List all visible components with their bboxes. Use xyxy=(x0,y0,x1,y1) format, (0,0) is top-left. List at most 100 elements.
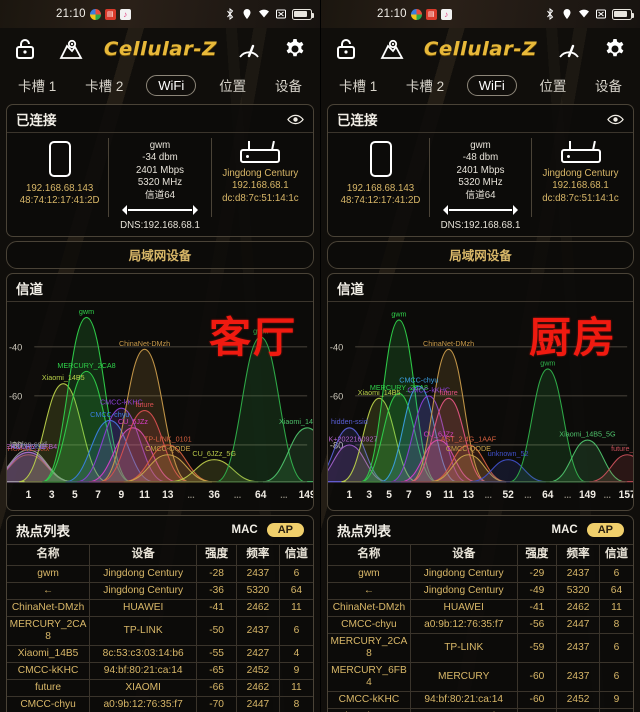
svg-text:Xiaomi_14B5_5G: Xiaomi_14B5_5G xyxy=(279,417,313,426)
dns-row: DNS:192.168.68.1 xyxy=(440,220,521,231)
ap-table: 名称 设备 强度 频率 信道 gwm Jingdong Century -28 2437 6 ← J… xyxy=(7,545,313,712)
table-row[interactable]: CMCC-chyu a0:9b:12:76:35:f7 -56 2447 8 xyxy=(328,615,633,634)
phone-icon xyxy=(48,141,71,177)
table-row[interactable]: MERCURY_6FB4 MERCURY -60 2437 6 xyxy=(328,661,633,692)
table-cell: 2437 xyxy=(556,632,600,663)
panel-living-room: 21:10 ▤ ♪ xyxy=(0,0,320,712)
map-pin-icon[interactable] xyxy=(380,37,404,61)
table-cell: -49 xyxy=(516,581,558,600)
table-cell: -28 xyxy=(196,564,237,583)
lan-devices-button[interactable]: 局域网设备 xyxy=(6,241,314,269)
tab-slot2[interactable]: 卡槽 2 xyxy=(85,79,124,94)
table-row[interactable]: MERCURY_2CA8 TP-LINK -50 2437 6 xyxy=(7,615,313,646)
link-info-column: gwm -34 dbm 2401 Mbps 5320 MHz 信道64 xyxy=(108,138,212,217)
table-row[interactable]: ← Jingdong Century -36 5320 64 xyxy=(7,581,313,600)
table-cell: Jingdong Century xyxy=(89,564,198,583)
bluetooth-icon xyxy=(224,7,236,21)
eye-icon[interactable] xyxy=(287,114,304,125)
device-ip: 192.168.68.143 xyxy=(25,183,94,194)
svg-text:TP-LINK_0101: TP-LINK_0101 xyxy=(144,434,192,443)
svg-text:9: 9 xyxy=(426,490,432,501)
table-cell: 8 xyxy=(598,615,633,634)
table-row[interactable]: MERCURY_2CA8 TP-LINK -59 2437 6 xyxy=(328,632,633,663)
table-cell: ← xyxy=(7,581,91,600)
link-info-column: gwm -48 dbm 2401 Mbps 5320 MHz 信道64 xyxy=(429,138,532,217)
gear-icon[interactable] xyxy=(603,37,627,61)
tab-device[interactable]: 设备 xyxy=(594,79,622,94)
table-cell: 94:bf:80:21:ca:14 xyxy=(89,661,198,680)
svg-text:...: ... xyxy=(187,490,194,500)
table-row[interactable]: CMCC-kKHC 94:bf:80:21:ca:14 -65 2452 9 xyxy=(7,661,313,680)
channel-chart[interactable]: -40-60-80HIK+2022160927hidden-ssidXiaomi… xyxy=(328,302,633,510)
svg-text:...: ... xyxy=(485,490,492,500)
table-cell: 5320 xyxy=(556,581,600,600)
unlock-icon[interactable] xyxy=(13,37,37,61)
lan-devices-button[interactable]: 局域网设备 xyxy=(327,241,634,269)
status-bar-left: 21:10 ▤ ♪ xyxy=(56,8,131,20)
tab-slot2[interactable]: 卡槽 2 xyxy=(405,79,445,94)
ap-table-header-row: 名称 设备 强度 频率 信道 xyxy=(328,545,633,566)
table-cell: 8 xyxy=(278,695,313,712)
svg-text:unknown_52: unknown_52 xyxy=(488,449,529,458)
mac-toggle[interactable]: MAC xyxy=(231,524,258,536)
svg-text:11: 11 xyxy=(443,490,454,501)
svg-text:1: 1 xyxy=(347,490,353,501)
speedometer-icon[interactable] xyxy=(557,37,581,61)
channel-title: 信道 xyxy=(16,282,43,297)
phone-icon xyxy=(369,141,392,177)
router-column: Jingdong Century 192.168.68.1 dc:d8:7c:5… xyxy=(212,138,309,217)
tab-device[interactable]: 设备 xyxy=(274,79,302,94)
connected-card: 已连接 192.168.68.143 48:74:12:17:41:2D gwm… xyxy=(6,104,314,237)
channel-chart-svg: -40-60-80HIK+2022160927hidden-ssidXiaomi… xyxy=(328,309,633,501)
table-cell: Xiaomi_14B5 xyxy=(328,707,411,712)
ap-toggle[interactable]: AP xyxy=(266,523,304,537)
channel-card: 信道 -40-60-80HIK+2022160927hidden-ssidXia… xyxy=(327,273,634,511)
mac-toggle[interactable]: MAC xyxy=(551,524,578,536)
tab-location[interactable]: 位置 xyxy=(539,79,567,94)
tab-wifi[interactable]: WiFi xyxy=(466,74,517,96)
status-time: 21:10 xyxy=(377,8,407,20)
ap-toggle[interactable]: AP xyxy=(586,523,624,537)
svg-text:64: 64 xyxy=(255,490,267,501)
link-arrow-icon xyxy=(122,205,198,216)
link-arrow-icon xyxy=(442,205,519,216)
table-cell: -41 xyxy=(196,598,237,617)
connected-ssid: gwm xyxy=(149,140,171,151)
channel-chart[interactable]: -40-60-80HUAWEI-xxxANTHONEMERCURY_6FB4hi… xyxy=(7,302,313,510)
connected-card-header: 已连接 xyxy=(7,105,313,133)
svg-text:-40: -40 xyxy=(9,341,22,352)
table-row[interactable]: ← Jingdong Century -49 5320 64 xyxy=(328,581,633,600)
table-cell: Jingdong Century xyxy=(409,564,518,583)
tab-slot1[interactable]: 卡槽 1 xyxy=(18,79,57,94)
table-row[interactable]: CMCC-kKHC 94:bf:80:21:ca:14 -60 2452 9 xyxy=(328,690,633,709)
table-cell: future xyxy=(7,678,91,697)
table-cell: Xiaomi_14B5 xyxy=(7,644,91,663)
svg-text:...: ... xyxy=(604,490,611,500)
table-cell: 4 xyxy=(278,644,313,663)
tab-wifi[interactable]: WiFi xyxy=(146,74,197,96)
tab-slot1[interactable]: 卡槽 1 xyxy=(339,79,378,94)
map-pin-icon[interactable] xyxy=(59,37,83,61)
connected-ssid: gwm xyxy=(470,140,491,151)
speedometer-icon[interactable] xyxy=(237,37,261,61)
gear-icon[interactable] xyxy=(283,37,307,61)
svg-text:gwm: gwm xyxy=(253,326,268,335)
table-row[interactable]: CMCC-chyu a0:9b:12:76:35:f7 -70 2447 8 xyxy=(7,695,313,712)
table-row[interactable]: ChinaNet-DMzh HUAWEI -41 2462 11 xyxy=(328,598,633,617)
ap-table-col-header: 强度 xyxy=(516,545,558,566)
router-mac: dc:d8:7c:51:14:1c xyxy=(222,192,299,204)
table-row[interactable]: Xiaomi_14B5 8c:53:c3:03:14:b6 -55 2427 4 xyxy=(7,644,313,663)
ap-table-col-header: 频率 xyxy=(235,545,280,566)
eye-icon[interactable] xyxy=(607,114,624,125)
table-row[interactable]: future XIAOMI -66 2462 11 xyxy=(7,678,313,697)
table-row[interactable]: gwm Jingdong Century -29 2437 6 xyxy=(328,564,633,583)
table-row[interactable]: ChinaNet-DMzh HUAWEI -41 2462 11 xyxy=(7,598,313,617)
no-sim-icon xyxy=(595,8,607,20)
table-row[interactable]: gwm Jingdong Century -28 2437 6 xyxy=(7,564,313,583)
table-cell: -36 xyxy=(196,581,237,600)
table-cell: 2447 xyxy=(235,695,280,712)
tab-location[interactable]: 位置 xyxy=(219,79,247,94)
table-cell: 2452 xyxy=(556,690,600,709)
unlock-icon[interactable] xyxy=(334,37,358,61)
